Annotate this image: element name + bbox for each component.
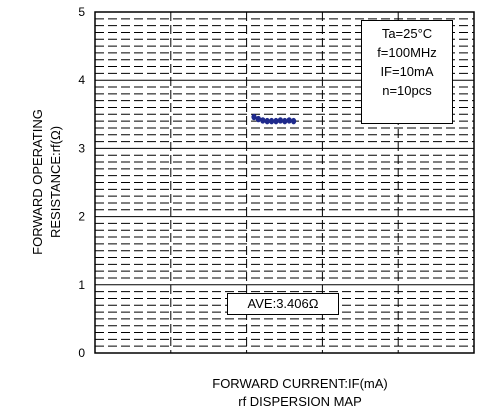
condition-sample-count: n=10pcs	[382, 83, 432, 98]
data-point	[286, 117, 292, 124]
data-point	[255, 115, 261, 123]
data-point	[264, 117, 270, 125]
data-point	[269, 117, 275, 125]
conditions-legend: Ta=25°C f=100MHz IF=10mA n=10pcs	[361, 20, 453, 124]
average-annotation: AVE:3.406Ω	[227, 293, 339, 315]
chart-title: rf DISPERSION MAP	[238, 394, 362, 409]
y-tick-label: 1	[78, 278, 85, 292]
data-point	[260, 117, 266, 124]
data-point	[277, 117, 283, 124]
condition-current: IF=10mA	[380, 64, 434, 79]
data-point	[291, 117, 297, 125]
data-point	[273, 117, 279, 125]
condition-temperature: Ta=25°C	[381, 26, 433, 41]
data-points	[251, 113, 297, 125]
y-tick-label: 5	[78, 5, 85, 19]
y-tick-label: 0	[78, 346, 85, 360]
y-tick-label: 2	[78, 210, 85, 224]
y-tick-labels: 0 1 2 3 4 5	[78, 5, 85, 360]
y-axis-label-line-2: RESISTANCE:rf(Ω)	[48, 126, 63, 238]
y-axis-label-line-1: FORWARD OPERATING	[30, 109, 45, 255]
y-tick-label: 3	[78, 141, 85, 155]
data-point	[251, 113, 257, 121]
y-tick-label: 4	[78, 73, 85, 87]
plot-frame	[94, 11, 475, 354]
data-point	[282, 117, 288, 125]
condition-frequency: f=100MHz	[377, 45, 437, 60]
x-axis-label: FORWARD CURRENT:IF(mA)	[212, 376, 388, 391]
